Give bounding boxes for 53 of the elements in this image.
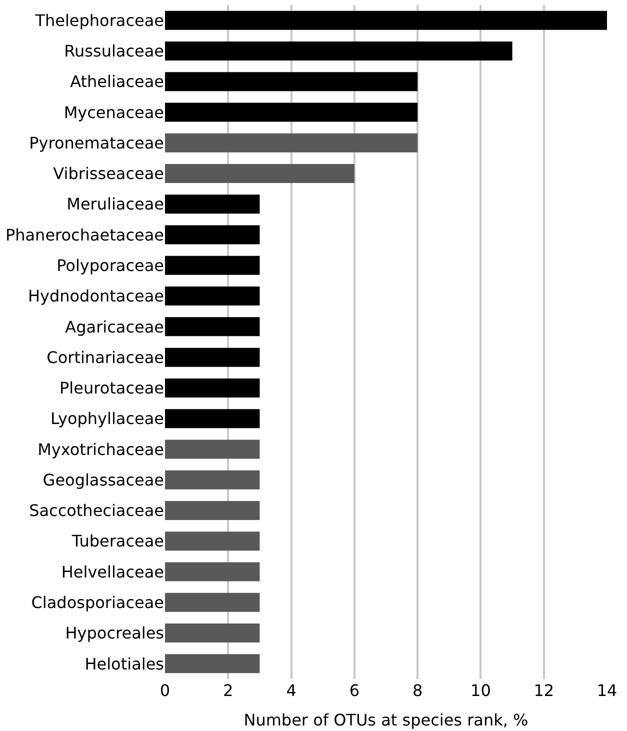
bar	[165, 72, 418, 92]
bar	[165, 501, 260, 520]
bar	[165, 194, 260, 214]
y-tick-label: Agaricaceae	[65, 317, 164, 336]
y-tick-label: Helotiales	[84, 654, 164, 674]
bar	[165, 348, 260, 367]
bar	[165, 10, 607, 30]
y-tick-label: Lyophyllaceae	[50, 409, 164, 428]
bar	[165, 378, 260, 398]
bar	[165, 133, 418, 152]
bar	[165, 654, 260, 674]
bar	[165, 317, 260, 336]
y-tick-label: Vibrisseaceae	[53, 164, 164, 184]
y-tick-label: Thelephoraceae	[34, 10, 164, 30]
y-tick-label: Helvellaceae	[61, 562, 164, 582]
bar	[165, 532, 260, 551]
bar	[165, 225, 260, 244]
y-tick-label: Hypocreales	[65, 624, 164, 643]
y-tick-label: Myxotrichaceae	[38, 440, 164, 459]
y-tick-label: Atheliaceae	[70, 72, 164, 92]
y-tick-label: Russulaceae	[64, 42, 164, 61]
bar	[165, 286, 260, 306]
bar	[165, 470, 260, 490]
y-tick-label: Pleurotaceae	[60, 378, 164, 398]
y-tick-label: Cladosporiaceae	[31, 593, 164, 612]
x-tick-label: 4	[286, 681, 296, 700]
y-tick-label: Cortinariaceae	[46, 348, 164, 367]
y-tick-label: Polyporaceae	[56, 256, 164, 276]
y-tick-label: Phanerochaetaceae	[5, 225, 164, 244]
y-tick-label: Saccotheciaceae	[29, 501, 164, 520]
y-tick-label: Hydnodontaceae	[28, 286, 164, 306]
y-tick-label: Tuberaceae	[70, 532, 164, 551]
x-tick-label: 0	[160, 681, 170, 700]
bar	[165, 624, 260, 643]
bar	[165, 256, 260, 275]
x-tick-label: 8	[412, 681, 423, 700]
bar	[165, 592, 260, 612]
x-tick-label: 14	[596, 681, 618, 700]
y-tick-label: Meruliaceae	[66, 194, 164, 214]
x-tick-label: 10	[470, 681, 491, 700]
y-tick-label: Mycenaceae	[64, 102, 164, 122]
x-tick-label: 6	[349, 681, 360, 700]
y-tick-label: Geoglassaceae	[42, 470, 164, 490]
x-axis-title: Number of OTUs at species rank, %	[244, 710, 528, 730]
bar	[165, 409, 260, 428]
bar	[165, 562, 260, 582]
x-tick-label: 12	[534, 681, 554, 700]
bar	[165, 102, 418, 122]
bar	[165, 41, 512, 60]
x-tick-label: 2	[223, 681, 234, 700]
y-tick-label: Pyronemataceae	[29, 133, 164, 152]
bar	[165, 440, 260, 459]
bar	[165, 164, 354, 183]
